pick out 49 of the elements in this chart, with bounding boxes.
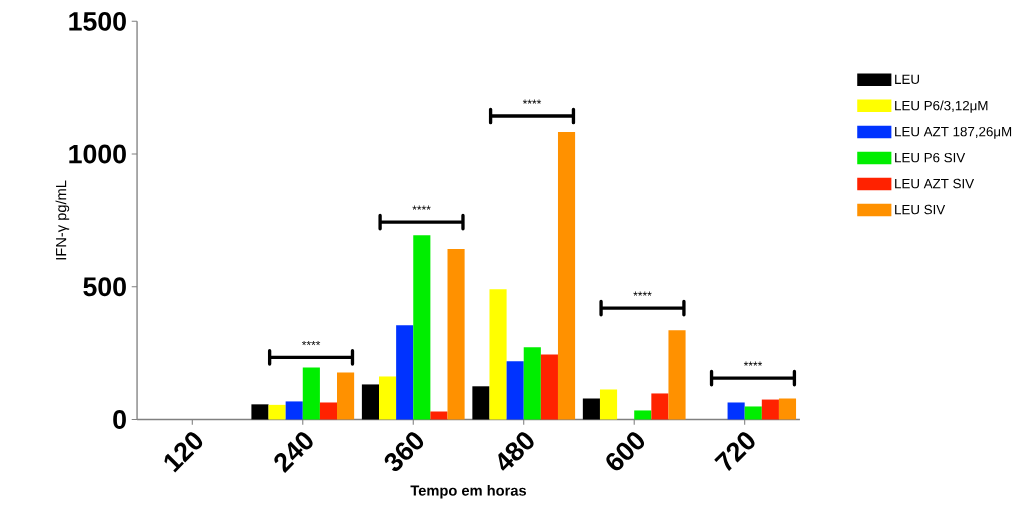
bar [634,410,652,420]
legend-label: LEU SIV [895,205,946,215]
y-axis-title: IFN-γ pg/mL [55,180,70,260]
x-tick-label: 360 [384,432,424,472]
bar [268,405,286,420]
bar [285,401,303,420]
legend-label: LEU P6/3,12μM [895,100,988,114]
annotation: **** [522,99,542,104]
bar [778,398,797,420]
y-tick-label: 1000 [69,144,126,164]
bar [413,235,431,420]
bar [489,289,507,420]
bar [506,361,524,420]
legend-label: LEU AZT 187,26μM [895,127,1012,140]
bar [319,402,338,420]
y-tick-label: 0 [113,410,126,430]
bar [727,402,745,420]
bar [302,367,320,420]
x-tick-label: 720 [714,432,755,472]
legend-label: LEU AZT SIV [895,179,975,189]
x-tick-label: 600 [606,432,645,471]
bar [557,132,576,420]
bar [337,372,355,420]
bar [582,398,600,420]
bar [361,384,379,420]
bar [251,404,269,420]
bar [744,406,762,420]
annotation: **** [743,361,763,367]
bar [447,249,465,420]
y-tick-label: 500 [83,277,126,297]
bar [540,354,558,420]
x-tick-label: 240 [274,432,313,474]
bar [651,393,669,420]
legend-label: LEU P6 SIV [895,153,966,163]
bar [668,330,686,420]
x-tick-label: 120 [164,432,203,473]
bar [599,389,618,420]
bar [761,399,779,420]
bar [472,386,490,420]
x-axis-title: Tempo em horas [410,485,527,499]
annotation: **** [412,205,431,211]
annotation: **** [301,341,321,346]
y-tick-label: 1500 [69,12,126,32]
x-tick-label: 480 [498,432,534,471]
bar [523,347,541,420]
bar [379,376,397,420]
bar [396,325,414,420]
annotation: **** [633,291,652,297]
legend-label: LEU [895,74,919,85]
